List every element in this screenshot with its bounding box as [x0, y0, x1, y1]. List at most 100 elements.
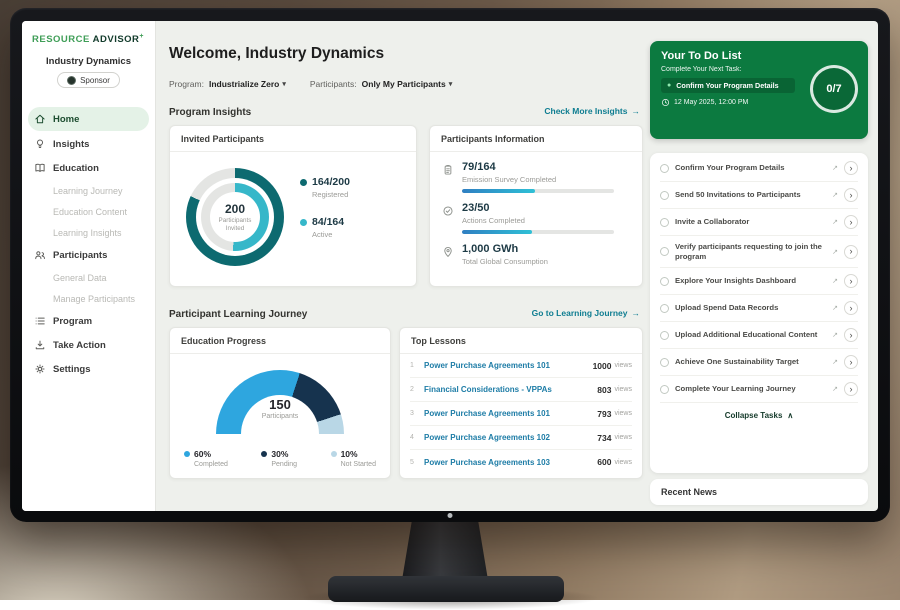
learning-journey-title: Participant Learning Journey	[169, 309, 308, 320]
sponsor-icon	[67, 75, 77, 85]
dashboard-screen: RESOURCE ADVISOR+ Industry Dynamics Spon…	[22, 21, 878, 511]
sidebar: RESOURCE ADVISOR+ Industry Dynamics Spon…	[22, 21, 156, 511]
sidebar-nav-item[interactable]: Education Content	[22, 201, 155, 222]
chevron-right-icon[interactable]: ›	[844, 188, 858, 202]
chevron-right-icon[interactable]: ›	[844, 382, 858, 397]
lesson-rank: 3	[410, 410, 414, 417]
lesson-views-value: 1000	[592, 360, 612, 371]
todo-task-row[interactable]: Upload Spend Data Records ↗ ›	[660, 295, 858, 323]
sidebar-nav-item[interactable]: Participants	[22, 243, 155, 267]
task-label: Explore Your Insights Dashboard	[675, 276, 797, 286]
sidebar-nav-item[interactable]: Learning Insights	[22, 222, 155, 243]
task-checkbox[interactable]	[660, 330, 669, 340]
chevron-right-icon[interactable]: ›	[844, 328, 858, 343]
chevron-right-icon[interactable]: ›	[844, 244, 858, 259]
todo-task-row[interactable]: Send 50 Invitations to Participants ↗ ›	[660, 182, 858, 209]
legend-label: Pending	[271, 461, 298, 468]
todo-task-row[interactable]: Achieve One Sustainability Target ↗ ›	[660, 349, 858, 377]
sponsor-badge-label: Sponsor	[80, 75, 110, 85]
todo-subtitle: Complete Your Next Task:	[661, 66, 742, 73]
invited-center-value: 200	[224, 201, 246, 216]
collapse-tasks-button[interactable]: Collapse Tasks ∧	[724, 411, 794, 421]
task-checkbox[interactable]	[660, 357, 669, 367]
todo-task-row[interactable]: Explore Your Insights Dashboard ↗ ›	[660, 268, 858, 296]
task-label: Upload Additional Educational Content	[675, 330, 818, 340]
todo-task-row[interactable]: Complete Your Learning Journey ↗ ›	[660, 376, 858, 404]
task-label: Upload Spend Data Records	[675, 303, 779, 313]
task-checkbox[interactable]	[660, 384, 669, 394]
sponsor-badge[interactable]: Sponsor	[57, 72, 120, 89]
sidebar-nav-item[interactable]: Program	[22, 309, 155, 333]
lesson-rank: 4	[410, 434, 414, 441]
sidebar-nav-item[interactable]: Learning Journey	[22, 180, 155, 201]
lesson-title-link[interactable]: Financial Considerations - VPPAs	[424, 385, 552, 394]
program-insights-title: Program Insights	[169, 107, 252, 118]
task-checkbox[interactable]	[660, 303, 669, 313]
education-legend-item: 10% Not Started	[330, 449, 376, 468]
education-legend-item: 60% Completed	[184, 449, 228, 468]
task-checkbox[interactable]	[660, 247, 669, 257]
sidebar-nav-item-label: General Data	[53, 272, 107, 283]
todo-due-text: 12 May 2025, 12:00 PM	[674, 99, 749, 106]
todo-header-card: Your To Do List Complete Your Next Task:…	[650, 41, 868, 139]
task-checkbox[interactable]	[660, 163, 669, 173]
todo-task-row[interactable]: Invite a Collaborator ↗ ›	[660, 209, 858, 236]
participants-filter: Participants: Only My Participants ▾	[310, 79, 452, 89]
info-progress-bar	[462, 189, 614, 193]
participants-filter-dropdown[interactable]: Only My Participants ▾	[361, 79, 453, 89]
invited-donut-chart: 200 Participants Invited	[186, 168, 284, 266]
sidebar-nav-item[interactable]: Take Action	[22, 333, 155, 357]
sidebar-nav-item[interactable]: Manage Participants	[22, 288, 155, 309]
info-value: 79/164	[462, 161, 496, 173]
take-action-icon	[34, 339, 46, 351]
sidebar-nav-item[interactable]: Insights	[22, 132, 155, 156]
top-lessons-card: Top Lessons 1 Power Purchase Agreements …	[399, 327, 643, 479]
todo-task-row[interactable]: Verify participants requesting to join t…	[660, 236, 858, 269]
chevron-right-icon[interactable]: ›	[844, 274, 858, 289]
chevron-right-icon[interactable]: ›	[844, 215, 858, 229]
external-link-icon: ↗	[832, 278, 838, 286]
lesson-title-link[interactable]: Power Purchase Agreements 101	[424, 361, 550, 370]
chevron-right-icon[interactable]: ›	[844, 355, 858, 370]
task-label: Invite a Collaborator	[675, 217, 750, 227]
external-link-icon: ↗	[832, 165, 838, 172]
sidebar-nav-item[interactable]: General Data	[22, 267, 155, 288]
todo-task-row[interactable]: Confirm Your Program Details ↗ ›	[660, 155, 858, 182]
todo-progress-ring: 0/7	[810, 65, 858, 113]
sidebar-nav-item-label: Settings	[53, 363, 91, 375]
info-progress-fill	[462, 189, 535, 193]
legend-dot-icon	[261, 451, 268, 457]
actions-icon	[442, 204, 454, 216]
education-gauge-chart: 150 Participants	[216, 370, 344, 434]
external-link-icon: ↗	[832, 386, 838, 394]
info-card-title: Participants Information	[430, 126, 642, 152]
legend-pct: 60%	[194, 449, 212, 459]
sidebar-nav-item[interactable]: Home	[28, 107, 149, 132]
recent-news-header[interactable]: Recent News	[650, 479, 868, 505]
lesson-title-link[interactable]: Power Purchase Agreements 101	[424, 409, 550, 418]
task-checkbox[interactable]	[660, 190, 669, 200]
legend-dot-icon	[184, 451, 190, 457]
main-content: Welcome, Industry Dynamics Program: Indu…	[156, 21, 650, 511]
chevron-right-icon[interactable]: ›	[844, 301, 858, 316]
todo-next-task[interactable]: ● Confirm Your Program Details	[661, 78, 795, 93]
lesson-title-link[interactable]: Power Purchase Agreements 103	[424, 457, 550, 467]
check-more-insights-link[interactable]: Check More Insights →	[544, 106, 640, 116]
insights-icon	[34, 138, 46, 150]
task-checkbox[interactable]	[660, 217, 669, 227]
sidebar-nav-item-label: Home	[53, 113, 80, 125]
task-label: Send 50 Invitations to Participants	[675, 190, 801, 200]
sidebar-nav-item-label: Program	[53, 315, 93, 327]
sidebar-nav-item[interactable]: Settings	[22, 357, 155, 381]
settings-icon	[34, 363, 46, 375]
program-filter-dropdown[interactable]: Industrialize Zero ▾	[208, 79, 286, 89]
todo-task-row[interactable]: Upload Additional Educational Content ↗ …	[660, 322, 858, 350]
collapse-caret-icon: ∧	[787, 411, 794, 421]
chevron-right-icon[interactable]: ›	[844, 161, 858, 175]
participants-info-card: Participants Information 79/164 Emission…	[429, 125, 643, 287]
task-checkbox[interactable]	[660, 276, 669, 286]
lesson-title-link[interactable]: Power Purchase Agreements 102	[424, 433, 550, 442]
todo-column: Your To Do List Complete Your Next Task:…	[650, 21, 868, 511]
sidebar-nav-item[interactable]: Education	[22, 156, 155, 180]
go-to-learning-journey-link[interactable]: Go to Learning Journey →	[531, 308, 640, 318]
